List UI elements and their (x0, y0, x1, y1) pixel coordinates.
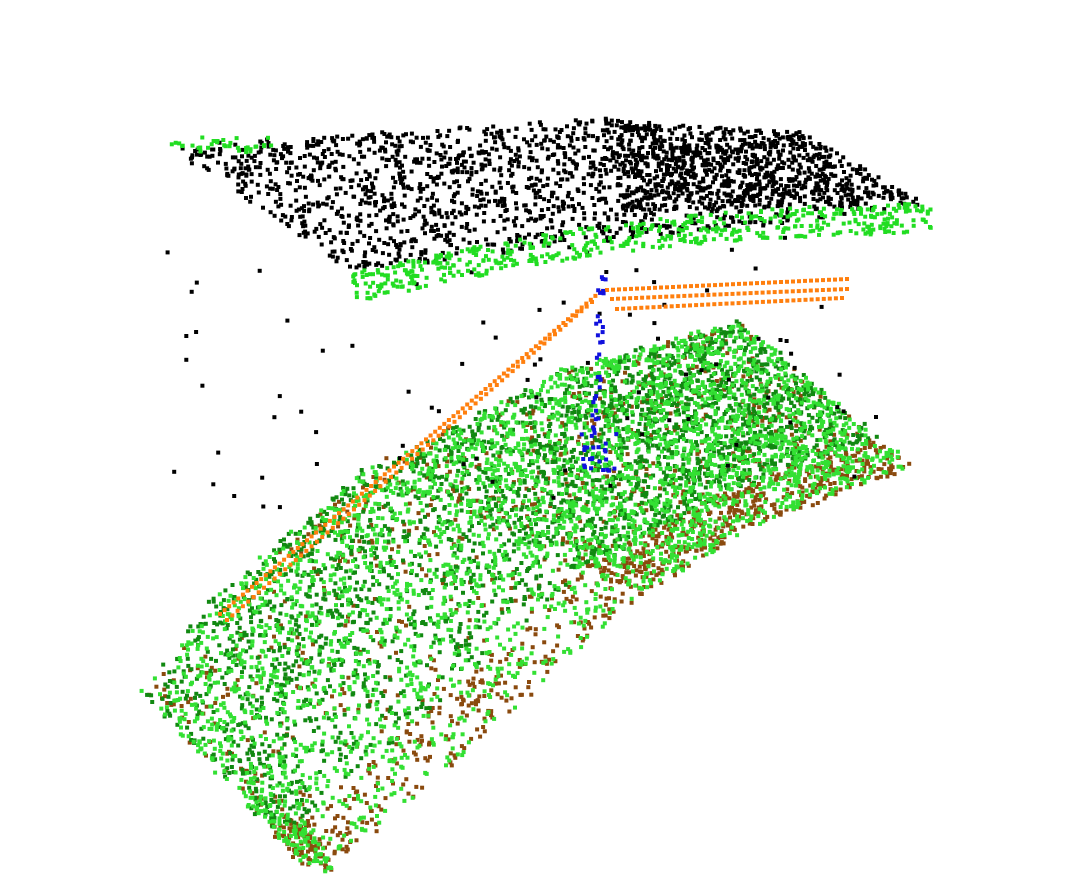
point-cloud-canvas[interactable] (0, 0, 1084, 891)
point-cloud-viewport[interactable] (0, 0, 1084, 891)
